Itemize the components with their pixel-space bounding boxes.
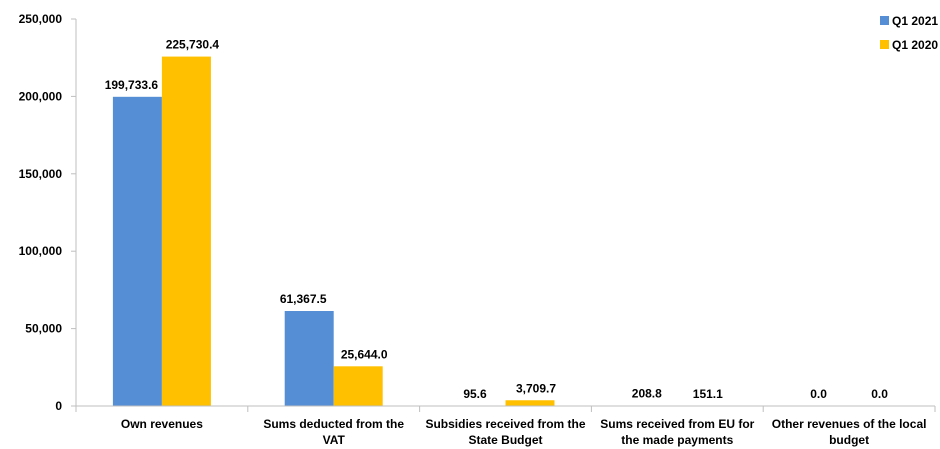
data-label: 95.6: [463, 387, 487, 401]
x-category-label-line: Subsidies received from the: [425, 417, 585, 431]
data-label: 61,367.5: [280, 292, 327, 306]
x-category-label-line: budget: [829, 433, 869, 447]
y-tick-label: 50,000: [25, 322, 62, 336]
legend: Q1 2021 Q1 2020: [880, 14, 938, 52]
legend-label: Q1 2020: [892, 38, 938, 52]
bars: 199,733.6 61,367.5 95.6 208.8 0.0 225,730.4 25…: [105, 38, 888, 407]
legend-label: Q1 2021: [892, 14, 938, 28]
bar-q1-2020: [161, 56, 211, 407]
data-label: 199,733.6: [105, 78, 159, 92]
data-label: 0.0: [871, 387, 888, 401]
data-label: 3,709.7: [516, 381, 556, 395]
legend-swatch: [880, 16, 889, 25]
data-label: 208.8: [632, 387, 662, 401]
x-category-label-line: the made payments: [621, 433, 733, 447]
x-category-label: Sums received from EU for the made paymen…: [600, 417, 754, 447]
y-tick-label: 200,000: [19, 89, 63, 103]
y-tick-label: 250,000: [19, 12, 63, 26]
x-category-label-line: VAT: [323, 433, 346, 447]
x-category-label: Sums deducted from the VAT: [263, 417, 404, 447]
bar-q1-2021: [112, 96, 162, 407]
data-label: 151.1: [693, 387, 723, 401]
x-category-label: Subsidies received from the State Budget: [425, 417, 585, 447]
bar-q1-2020: [333, 366, 383, 406]
x-axis: Own revenues Sums deducted from the VAT Sub…: [75, 405, 936, 447]
y-axis: 0 50,000 100,000 150,000 200,000 250,000: [19, 12, 77, 413]
x-category-label-line: Own revenues: [121, 417, 203, 431]
x-category-label: Own revenues: [121, 417, 203, 431]
legend-swatch: [880, 40, 889, 49]
y-tick-label: 150,000: [19, 167, 63, 181]
x-category-label-line: Sums deducted from the: [263, 417, 404, 431]
x-category-label: Other revenues of the local budget: [772, 417, 927, 447]
bar-q1-2021: [284, 311, 334, 406]
y-tick-label: 0: [55, 399, 62, 413]
y-tick-label: 100,000: [19, 244, 63, 258]
x-category-label-line: Sums received from EU for: [600, 417, 754, 431]
data-label: 25,644.0: [341, 347, 388, 361]
data-label: 225,730.4: [166, 38, 220, 52]
x-category-label-line: State Budget: [468, 433, 542, 447]
bar-q1-2020: [505, 400, 555, 406]
data-label: 0.0: [810, 387, 827, 401]
x-category-label-line: Other revenues of the local: [772, 417, 927, 431]
